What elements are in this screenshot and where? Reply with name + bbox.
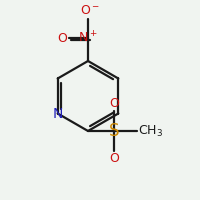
Text: O$^-$: O$^-$ — [80, 4, 100, 17]
Text: S: S — [109, 122, 119, 140]
Text: N$^+$: N$^+$ — [78, 30, 98, 46]
Text: O: O — [109, 97, 119, 110]
Text: O: O — [109, 152, 119, 165]
Text: CH$_3$: CH$_3$ — [138, 123, 163, 139]
Text: O: O — [57, 31, 67, 45]
Text: N: N — [53, 106, 63, 120]
